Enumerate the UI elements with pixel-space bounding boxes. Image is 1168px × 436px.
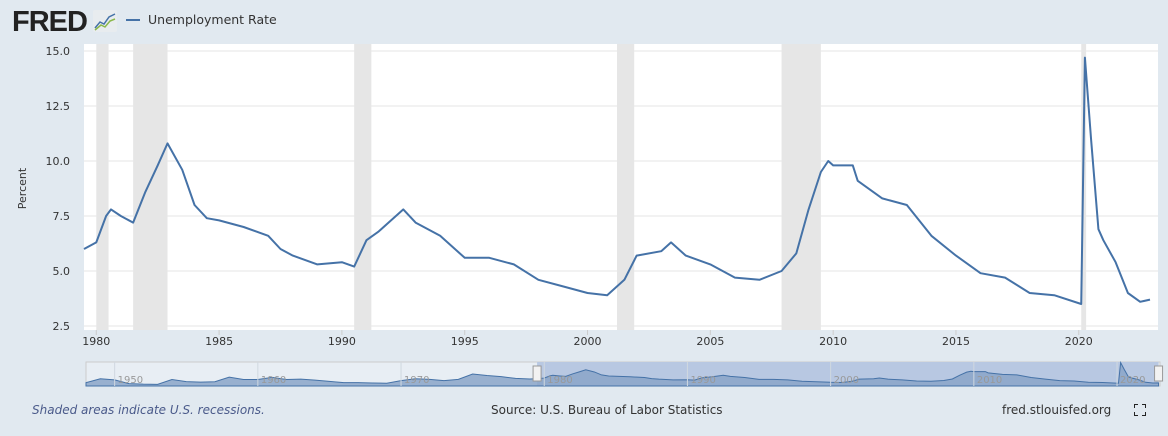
site-link[interactable]: fred.stlouisfed.org: [1002, 403, 1112, 417]
x-tick-label: 1985: [205, 335, 233, 348]
navigator-tick-label: 1970: [404, 375, 429, 386]
recession-band: [354, 44, 372, 330]
navigator-tick-label: 1960: [261, 375, 286, 386]
recession-band: [133, 44, 168, 330]
fullscreen-icon[interactable]: [1134, 404, 1146, 416]
x-tick-label: 1990: [328, 335, 356, 348]
legend-item[interactable]: Unemployment Rate: [126, 12, 277, 27]
recession-band: [617, 44, 635, 330]
x-tick-label: 2005: [696, 335, 724, 348]
y-tick-label: 15.0: [46, 45, 71, 58]
x-tick-label: 2020: [1065, 335, 1093, 348]
y-tick-label: 7.5: [53, 210, 71, 223]
y-tick-label: 5.0: [53, 265, 71, 278]
y-axis-label: Percent: [16, 167, 29, 209]
y-tick-label: 10.0: [46, 155, 71, 168]
navigator-tick-label: 1990: [690, 375, 715, 386]
navigator-series: [85, 360, 1160, 387]
y-tick-label: 12.5: [46, 100, 71, 113]
navigator-handle[interactable]: [1154, 365, 1164, 382]
fred-logo[interactable]: FRED: [12, 6, 88, 38]
y-tick-label: 2.5: [53, 320, 71, 333]
recession-band: [96, 44, 109, 330]
navigator-tick-label: 2020: [1120, 375, 1145, 386]
chart-svg: 2.5 5.0 7.5 10.0 12.5 15.0 1980 1985 1990 1995 200…: [16, 44, 1164, 387]
navigator-tick-label: 2000: [834, 375, 859, 386]
x-tick-label: 2000: [574, 335, 602, 348]
legend-swatch: [126, 18, 140, 21]
x-tick-label: 2010: [819, 335, 847, 348]
series-line: [83, 56, 1151, 305]
navigator-tick-label: 1950: [118, 375, 143, 386]
x-tick-label: 1995: [451, 335, 479, 348]
navigator-handle[interactable]: [532, 365, 542, 382]
x-tick-label: 1980: [82, 335, 110, 348]
navigator-tick-label: 2010: [977, 375, 1002, 386]
recession-note: Shaded areas indicate U.S. recessions.: [32, 403, 265, 417]
x-tick-label: 2015: [942, 335, 970, 348]
source-text: Source: U.S. Bureau of Labor Statistics: [491, 403, 723, 417]
legend-label: Unemployment Rate: [148, 12, 277, 27]
recession-band: [781, 44, 821, 330]
line-graph-icon: [93, 10, 117, 32]
navigator-tick-label: 1980: [547, 375, 572, 386]
